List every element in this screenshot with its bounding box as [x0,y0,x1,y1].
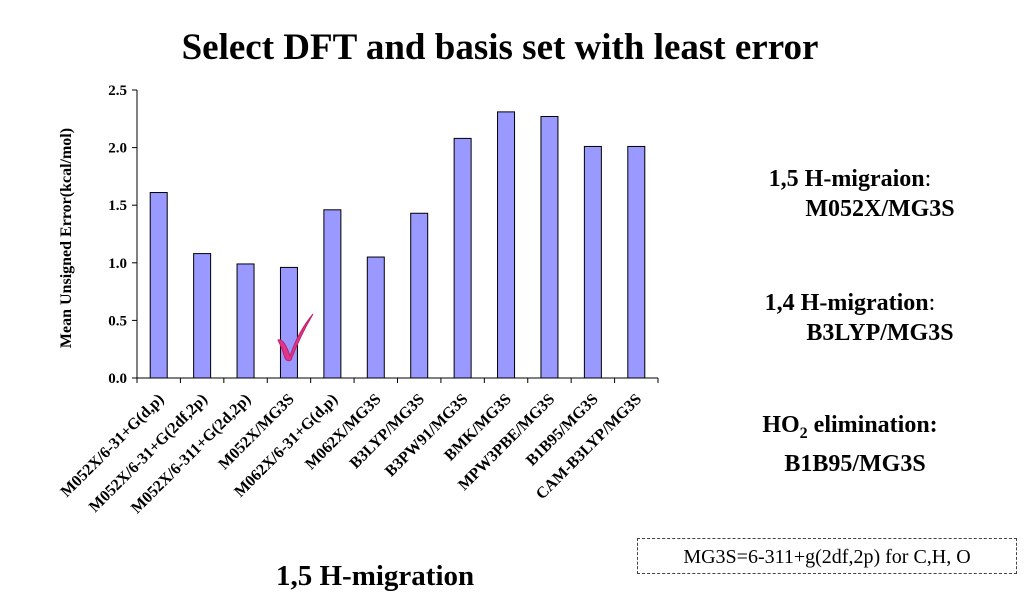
note-colon: : [928,290,936,316]
bars-group [149,111,646,379]
bar [627,145,646,379]
bar [410,212,429,379]
basis-set-note: MG3S=6-311+g(2df,2p) for C,H, O [637,538,1017,574]
bar [540,115,559,379]
chart-caption: 1,5 H-migration [276,560,475,592]
note-value: M052X/MG3S [805,196,955,222]
note-label-main: HO [762,412,800,438]
note-label: 1,5 H-migraion [768,166,925,192]
bar [236,263,255,379]
y-axis-label: Mean Unsigned Error(kcal/mol) [58,128,75,348]
bar [279,266,298,379]
page-title: Select DFT and basis set with least erro… [181,27,819,68]
bar [366,256,385,379]
check-mark-icon [277,313,314,362]
note-value: B1B95/MG3S [784,450,926,477]
note-colon: : [924,166,932,192]
y-tick-label: 2.5 [108,83,127,99]
note-14-h-migration: 1,4 H-migration: B3LYP/MG3S [700,288,1000,348]
bar [497,111,516,379]
x-tick-label: M052X/MG3S [215,391,297,473]
note-ho2-elimination: HO2 elimination: B1B95/MG3S [700,410,1000,479]
x-tick-label: B3LYP/MG3S [347,391,428,472]
y-tick-label: 2.0 [108,141,127,157]
bar [149,192,168,379]
bar [323,209,342,379]
note-value: B3LYP/MG3S [806,320,954,346]
y-tick-label: 0.0 [108,371,127,387]
y-tick-label: 0.5 [108,313,127,329]
y-tick-label: 1.0 [108,256,127,272]
x-tick-label: M062X/MG3S [302,391,384,473]
note-15-h-migration: 1,5 H-migraion: M052X/MG3S [700,164,1000,224]
bar [193,253,212,379]
axes-group [132,89,659,383]
note-label-rest: elimination: [807,412,938,438]
note-label-sub: 2 [799,424,808,442]
y-tick-label: 1.5 [108,198,127,214]
bar [453,137,472,379]
bar [583,145,602,379]
note-label: 1,4 H-migration [764,290,929,316]
